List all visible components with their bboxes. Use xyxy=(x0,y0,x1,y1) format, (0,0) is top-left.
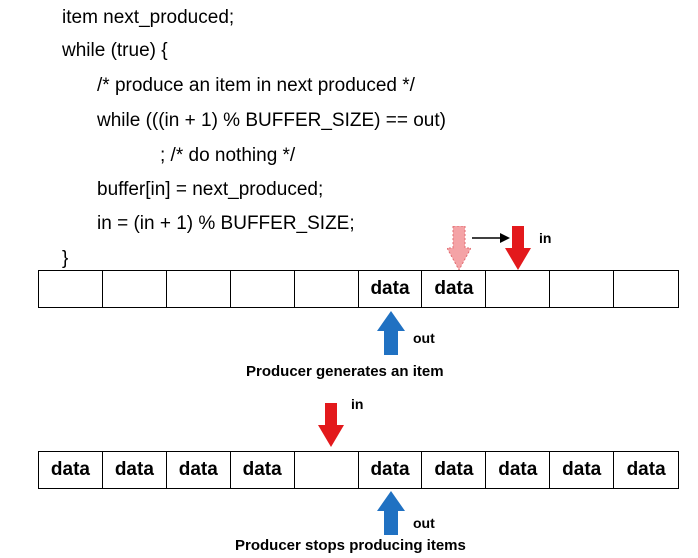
buffer-2-cell: data xyxy=(167,452,231,488)
buffer-1-cell xyxy=(486,271,551,307)
buffer-2: data data data data data data data data … xyxy=(38,451,679,489)
buffer-1-cell xyxy=(231,271,295,307)
code-line-3: /* produce an item in next produced */ xyxy=(97,75,415,96)
buffer-1-cell: data xyxy=(422,271,487,307)
code-line-8: } xyxy=(62,248,69,269)
buffer-2-cell: data xyxy=(231,452,295,488)
buffer-1-cell xyxy=(295,271,359,307)
advance-arrow-icon xyxy=(472,233,510,243)
buffer-1-cell xyxy=(167,271,231,307)
buffer-2-cell: data xyxy=(550,452,615,488)
in-old-arrow-icon xyxy=(447,226,471,270)
buffer-1-cell xyxy=(614,271,678,307)
buffer-1-cell: data xyxy=(359,271,423,307)
buffer-2-cell: data xyxy=(422,452,487,488)
in-pointer-arrow-icon xyxy=(505,226,531,270)
buffer-1-cell xyxy=(103,271,167,307)
buffer-2-cell: data xyxy=(39,452,103,488)
code-line-1: item next_produced; xyxy=(62,7,235,28)
out-pointer-arrow-icon xyxy=(377,491,405,535)
buffer-2-cell: data xyxy=(626,459,666,480)
caption-1: Producer generates an item xyxy=(246,363,444,380)
buffer-1: data data xyxy=(38,270,679,308)
buffer-1-cell xyxy=(550,271,615,307)
code-line-2: while (true) { xyxy=(62,40,168,61)
buffer-2-cell xyxy=(295,452,359,488)
code-line-4: while (((in + 1) % BUFFER_SIZE) == out) xyxy=(97,110,446,131)
code-line-5: ; /* do nothing */ xyxy=(160,145,296,166)
buffer-2-cell: data xyxy=(359,452,423,488)
out-pointer-arrow-icon xyxy=(377,311,405,355)
in-label-1: in xyxy=(539,230,552,246)
code-line-6: buffer[in] = next_produced; xyxy=(97,179,324,200)
buffer-1-cell xyxy=(39,271,103,307)
code-line-7: in = (in + 1) % BUFFER_SIZE; xyxy=(97,213,355,234)
out-label-2: out xyxy=(413,515,435,531)
buffer-2-cell: data xyxy=(486,452,551,488)
buffer-2-cell: data xyxy=(103,452,167,488)
caption-2: Producer stops producing items xyxy=(235,537,466,554)
out-label-1: out xyxy=(413,330,435,346)
in-label-2: in xyxy=(351,396,364,412)
in-pointer-arrow-icon xyxy=(318,403,344,447)
